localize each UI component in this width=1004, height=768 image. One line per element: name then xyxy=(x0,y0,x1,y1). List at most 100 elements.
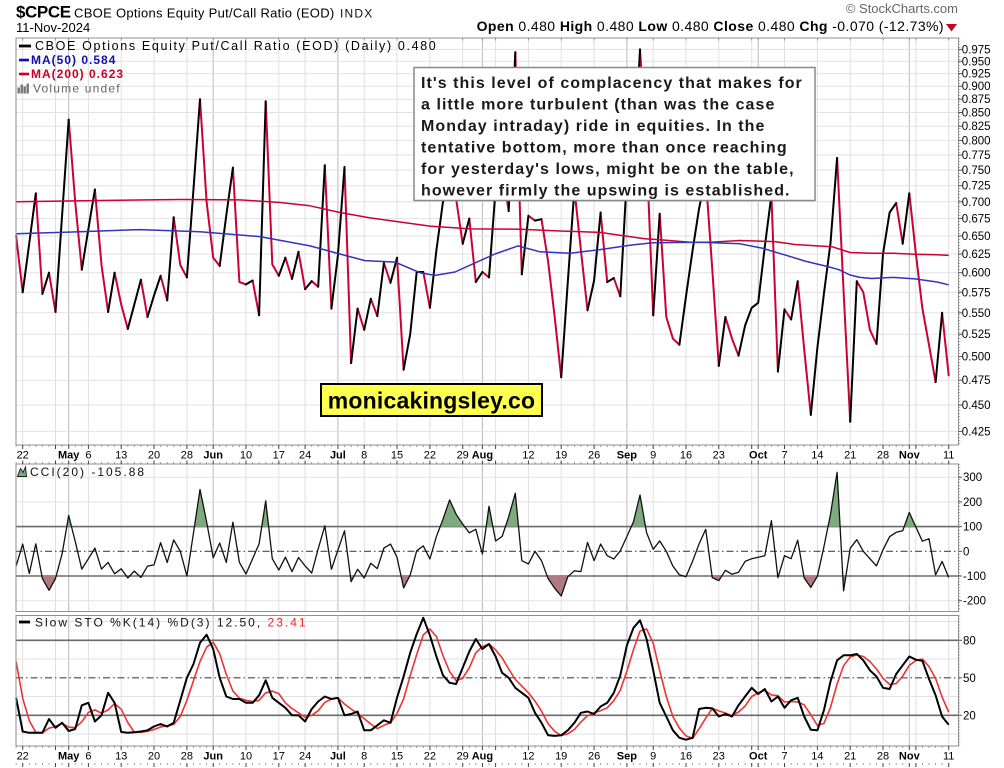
svg-text:0.875: 0.875 xyxy=(962,94,991,106)
svg-text:Monday intraday) ride in equit: Monday intraday) ride in equities. In th… xyxy=(421,118,765,135)
svg-text:80: 80 xyxy=(963,635,976,647)
svg-text:Aug: Aug xyxy=(472,450,493,462)
svg-text:7: 7 xyxy=(781,751,787,763)
svg-text:CBOE Options Equity Put/Call R: CBOE Options Equity Put/Call Ratio (EOD)… xyxy=(35,39,437,53)
svg-text:6: 6 xyxy=(85,450,91,462)
svg-text:19: 19 xyxy=(555,450,567,462)
svg-text:0.675: 0.675 xyxy=(962,214,991,226)
svg-text:May: May xyxy=(58,751,80,763)
svg-text:12: 12 xyxy=(522,751,534,763)
svg-text:0.725: 0.725 xyxy=(962,181,991,193)
svg-text:0.475: 0.475 xyxy=(962,375,991,387)
svg-text:9: 9 xyxy=(650,751,656,763)
svg-text:24: 24 xyxy=(299,450,311,462)
svg-text:17: 17 xyxy=(273,450,285,462)
svg-text:22: 22 xyxy=(424,450,436,462)
svg-text:CBOE Options Equity Put/Call R: CBOE Options Equity Put/Call Ratio (EOD) xyxy=(74,6,335,21)
svg-text:© StockCharts.com: © StockCharts.com xyxy=(846,1,958,16)
svg-text:0.650: 0.650 xyxy=(962,231,991,243)
svg-text:50: 50 xyxy=(963,673,976,685)
svg-text:0.950: 0.950 xyxy=(962,56,991,68)
svg-text:29: 29 xyxy=(457,751,469,763)
svg-text:Volume undef: Volume undef xyxy=(33,82,121,96)
svg-text:Jun: Jun xyxy=(203,450,223,462)
svg-text:0.925: 0.925 xyxy=(962,69,991,81)
svg-text:20: 20 xyxy=(148,450,160,462)
svg-text:6: 6 xyxy=(85,751,91,763)
svg-text:10: 10 xyxy=(240,450,252,462)
svg-text:Sep: Sep xyxy=(617,450,637,462)
svg-text:10: 10 xyxy=(240,751,252,763)
svg-text:8: 8 xyxy=(361,751,367,763)
svg-text:for yesterday's lows, might be: for yesterday's lows, might be on the ta… xyxy=(421,161,795,178)
svg-text:23: 23 xyxy=(713,450,725,462)
svg-text:0.800: 0.800 xyxy=(962,135,991,147)
svg-text:INDX: INDX xyxy=(340,7,373,21)
svg-text:-200: -200 xyxy=(963,596,986,608)
svg-text:22: 22 xyxy=(17,751,29,763)
svg-text:28: 28 xyxy=(877,450,889,462)
svg-text:$CPCE: $CPCE xyxy=(16,3,71,22)
svg-text:0.625: 0.625 xyxy=(962,249,991,261)
svg-text:May: May xyxy=(58,450,80,462)
svg-text:100: 100 xyxy=(963,522,982,534)
svg-text:16: 16 xyxy=(680,450,692,462)
svg-text:Sep: Sep xyxy=(617,751,637,763)
svg-text:22: 22 xyxy=(17,450,29,462)
svg-text:14: 14 xyxy=(811,751,823,763)
svg-text:29: 29 xyxy=(457,450,469,462)
svg-text:11: 11 xyxy=(943,751,954,763)
svg-text:11: 11 xyxy=(943,450,954,462)
svg-text:15: 15 xyxy=(391,450,403,462)
svg-text:22: 22 xyxy=(424,751,436,763)
svg-text:monicakingsley.co: monicakingsley.co xyxy=(328,388,536,414)
svg-text:Jul: Jul xyxy=(330,751,346,763)
svg-text:23: 23 xyxy=(713,751,725,763)
svg-text:It's this level of complacency: It's this level of complacency that make… xyxy=(421,75,803,92)
svg-text:0.750: 0.750 xyxy=(962,165,991,177)
svg-text:28: 28 xyxy=(181,751,193,763)
svg-text:12: 12 xyxy=(522,450,534,462)
svg-text:0.975: 0.975 xyxy=(962,44,991,56)
svg-text:Jul: Jul xyxy=(330,450,346,462)
svg-text:Nov: Nov xyxy=(899,450,921,462)
svg-text:0.600: 0.600 xyxy=(962,268,991,280)
svg-text:11-Nov-2024: 11-Nov-2024 xyxy=(16,20,90,35)
svg-text:300: 300 xyxy=(963,472,982,484)
svg-text:0.525: 0.525 xyxy=(962,329,991,341)
svg-text:CCI(20) -105.88: CCI(20) -105.88 xyxy=(30,465,146,479)
svg-text:tentative bottom, more than on: tentative bottom, more than once reachin… xyxy=(421,140,788,157)
svg-text:8: 8 xyxy=(361,450,367,462)
svg-text:26: 26 xyxy=(588,751,600,763)
svg-text:Slow STO %K(14) %D(3) 12.50, 2: Slow STO %K(14) %D(3) 12.50, 23.41 xyxy=(35,616,308,630)
svg-text:21: 21 xyxy=(844,450,856,462)
svg-text:0.775: 0.775 xyxy=(962,150,991,162)
svg-text:7: 7 xyxy=(781,450,787,462)
svg-text:a little more turbulent (than: a little more turbulent (than was the ca… xyxy=(421,97,775,114)
svg-text:0.575: 0.575 xyxy=(962,287,991,299)
svg-text:0.700: 0.700 xyxy=(962,197,991,209)
svg-text:28: 28 xyxy=(877,751,889,763)
svg-text:0.500: 0.500 xyxy=(962,352,991,364)
svg-text:-100: -100 xyxy=(963,571,986,583)
svg-text:0.900: 0.900 xyxy=(962,81,991,93)
svg-text:Open 0.480 High 0.480 Low 0.48: Open 0.480 High 0.480 Low 0.480 Close 0.… xyxy=(477,18,944,34)
svg-text:13: 13 xyxy=(115,751,127,763)
svg-text:Aug: Aug xyxy=(472,751,493,763)
svg-text:28: 28 xyxy=(181,450,193,462)
svg-text:20: 20 xyxy=(148,751,160,763)
svg-text:17: 17 xyxy=(273,751,285,763)
svg-text:21: 21 xyxy=(844,751,856,763)
svg-text:0.825: 0.825 xyxy=(962,121,991,133)
svg-text:200: 200 xyxy=(963,497,982,509)
svg-text:Nov: Nov xyxy=(899,751,921,763)
svg-text:Oct: Oct xyxy=(749,751,768,763)
svg-text:0.425: 0.425 xyxy=(962,426,991,438)
svg-text:MA(50) 0.584: MA(50) 0.584 xyxy=(31,53,116,67)
svg-text:Jun: Jun xyxy=(203,751,223,763)
svg-text:24: 24 xyxy=(299,751,311,763)
svg-text:9: 9 xyxy=(650,450,656,462)
svg-text:20: 20 xyxy=(963,710,976,722)
svg-text:however firmly the upswing is: however firmly the upswing is establishe… xyxy=(421,183,791,200)
svg-text:14: 14 xyxy=(811,450,823,462)
